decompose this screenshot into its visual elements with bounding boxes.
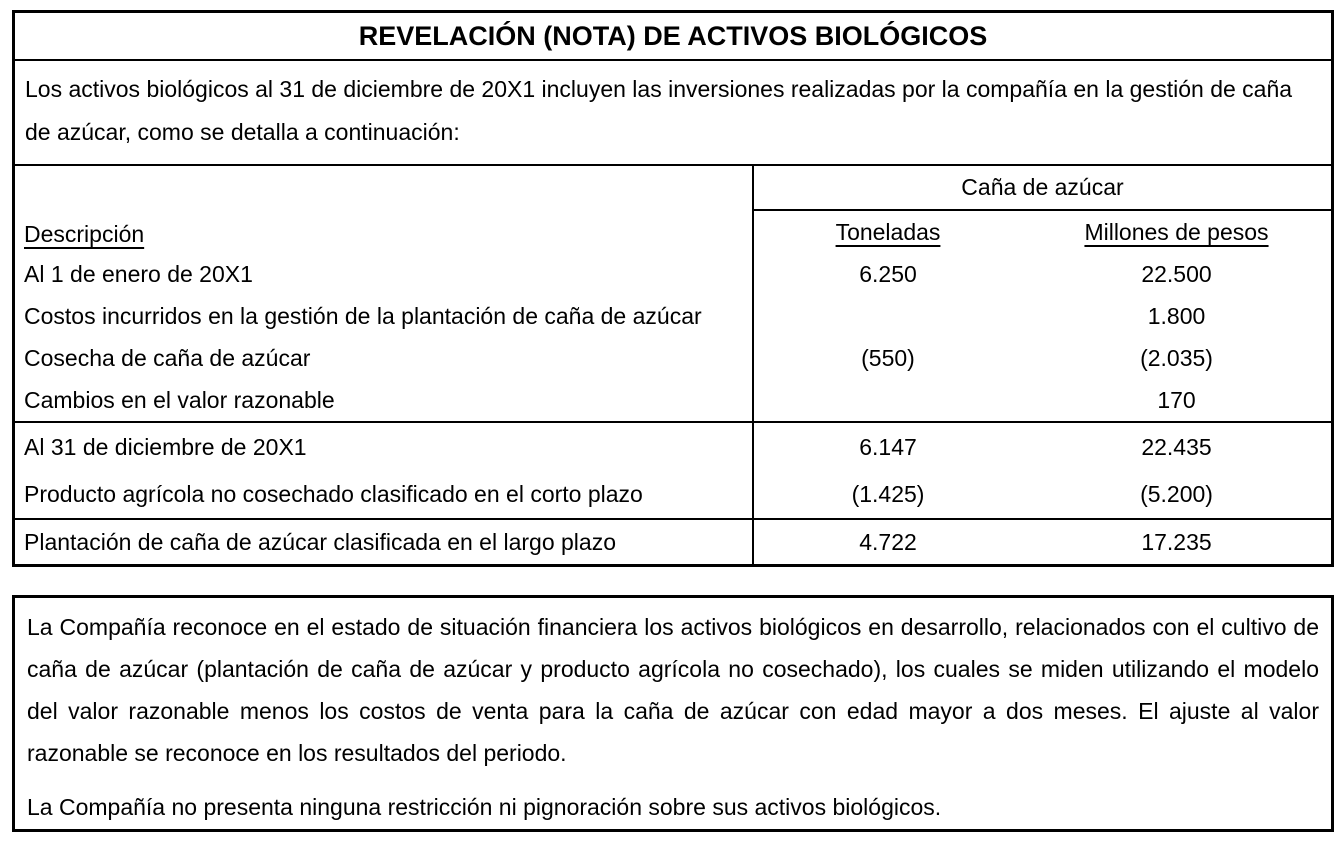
row-tons-harvest: (550) (752, 337, 1022, 379)
row-pesos-plantation-long-term: 17.235 (1022, 518, 1331, 565)
row-tons-fair-value-changes (752, 379, 1022, 421)
biological-assets-disclosure-box: REVELACIÓN (NOTA) DE ACTIVOS BIOLÓGICOS … (12, 10, 1334, 567)
column-header-pesos: Millones de pesos (1022, 211, 1331, 254)
row-tons-opening-balance: 6.250 (752, 254, 1022, 295)
column-header-tons-text: Toneladas (835, 219, 941, 245)
policy-paragraph: La Compañía reconoce en el estado de sit… (27, 614, 1319, 766)
row-tons-closing-balance: 6.147 (752, 421, 1022, 471)
row-tons-unharvested-short-term: (1.425) (752, 471, 1022, 518)
row-label-fair-value-changes: Cambios en el valor razonable (24, 386, 335, 413)
row-pesos-costs-incurred: 1.800 (1147, 302, 1206, 329)
row-label-closing-balance: Al 31 de diciembre de 20X1 (15, 421, 752, 471)
note-title: REVELACIÓN (NOTA) DE ACTIVOS BIOLÓGICOS (15, 13, 1331, 61)
accounting-policy-notes-box: La Compañía reconoce en el estado de sit… (12, 595, 1334, 832)
row-pesos-opening-balance: 22.500 (1141, 261, 1212, 287)
intro-paragraph: Los activos biológicos al 31 de diciembr… (15, 61, 1331, 166)
row-label-unharvested-short-term: Producto agrícola no cosechado clasifica… (24, 481, 643, 507)
column-header-description: Descripción (15, 166, 752, 254)
row-label-harvest: Cosecha de caña de azúcar (24, 344, 311, 371)
row-pesos-harvest: (2.035) (1140, 344, 1213, 371)
group-header-sugarcane-text: Caña de azúcar (961, 174, 1124, 200)
row-tons-costs-incurred (752, 295, 1022, 337)
row-pesos-closing-balance: 22.435 (1022, 421, 1331, 471)
note-title-text: REVELACIÓN (NOTA) DE ACTIVOS BIOLÓGICOS (358, 20, 988, 51)
restrictions-paragraph: La Compañía no presenta ninguna restricc… (27, 794, 942, 820)
group-header-sugarcane: Caña de azúcar (752, 166, 1331, 211)
row-label-opening-balance: Al 1 de enero de 20X1 (24, 261, 253, 287)
row-label-costs-incurred: Costos incurridos en la gestión de la pl… (24, 302, 702, 329)
row-label-plantation-long-term: Plantación de caña de azúcar clasificada… (15, 518, 752, 565)
row-pesos-unharvested-short-term: (5.200) (1140, 481, 1213, 507)
intro-paragraph-text: Los activos biológicos al 31 de diciembr… (25, 76, 1293, 145)
column-header-description-text: Descripción (24, 221, 145, 247)
column-header-tons: Toneladas (752, 211, 1022, 254)
row-tons-plantation-long-term: 4.722 (752, 518, 1022, 565)
row-pesos-fair-value-changes: 170 (1157, 386, 1196, 413)
biological-assets-table: Descripción Caña de azúcar Toneladas Mil… (15, 166, 1331, 565)
column-header-pesos-text: Millones de pesos (1084, 219, 1269, 245)
